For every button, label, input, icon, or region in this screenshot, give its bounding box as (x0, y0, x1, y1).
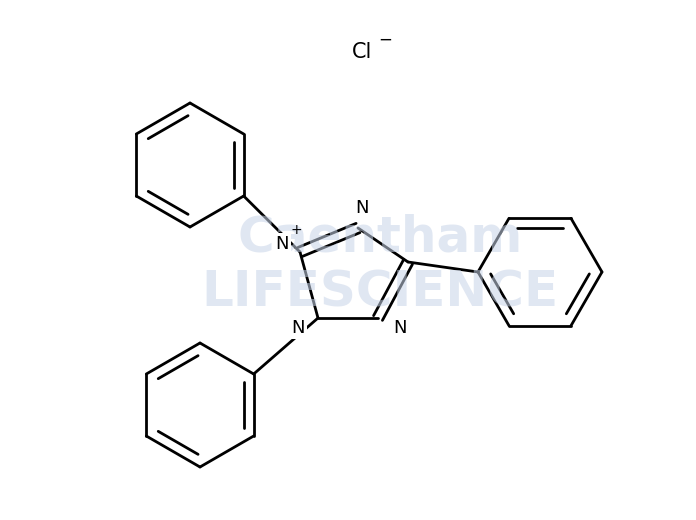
Text: +: + (290, 223, 302, 237)
Text: N: N (275, 235, 289, 253)
Text: Caentham
LIFESCIENCE: Caentham LIFESCIENCE (201, 213, 559, 317)
Text: N: N (291, 319, 305, 337)
Text: N: N (393, 319, 406, 337)
Text: N: N (355, 199, 369, 217)
Text: −: − (378, 31, 392, 49)
Text: Cl: Cl (351, 42, 372, 62)
